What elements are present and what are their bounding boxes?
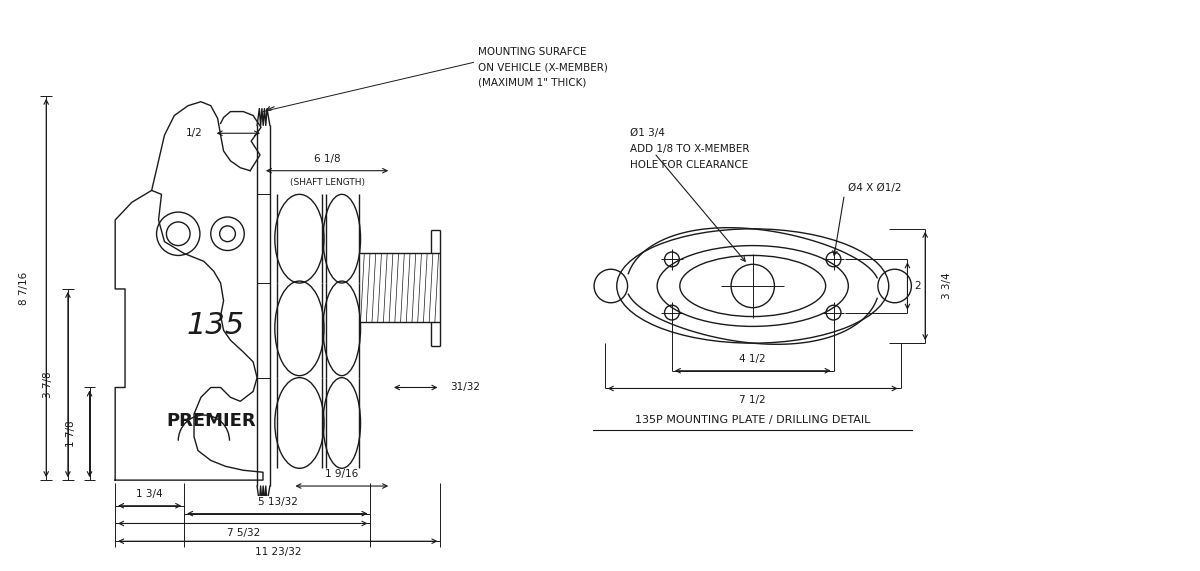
- Text: Ø1 3/4: Ø1 3/4: [630, 128, 665, 138]
- Text: (MAXIMUM 1" THICK): (MAXIMUM 1" THICK): [478, 77, 586, 87]
- Text: 5 13/32: 5 13/32: [258, 497, 298, 507]
- Text: 7 1/2: 7 1/2: [739, 395, 766, 405]
- Text: PREMIER: PREMIER: [166, 412, 256, 430]
- Text: 8 7/16: 8 7/16: [18, 271, 29, 304]
- Text: MOUNTING SURAFCE: MOUNTING SURAFCE: [478, 47, 587, 58]
- Text: 135P MOUNTING PLATE / DRILLING DETAIL: 135P MOUNTING PLATE / DRILLING DETAIL: [635, 415, 870, 425]
- Text: Ø4 X Ø1/2: Ø4 X Ø1/2: [848, 183, 902, 194]
- Text: 31/32: 31/32: [450, 383, 480, 392]
- Text: 11 23/32: 11 23/32: [254, 547, 301, 557]
- Text: 7 5/32: 7 5/32: [227, 528, 260, 538]
- Text: 3 3/4: 3 3/4: [942, 273, 952, 299]
- Text: 1 3/4: 1 3/4: [137, 489, 163, 499]
- Text: 6 1/8: 6 1/8: [313, 154, 341, 164]
- Text: 135: 135: [187, 311, 245, 340]
- Text: 1 7/8: 1 7/8: [66, 420, 76, 447]
- Text: 4 1/2: 4 1/2: [739, 354, 766, 364]
- Text: ON VEHICLE (X-MEMBER): ON VEHICLE (X-MEMBER): [478, 62, 607, 73]
- Text: ADD 1/8 TO X-MEMBER: ADD 1/8 TO X-MEMBER: [630, 144, 749, 154]
- Text: 1 9/16: 1 9/16: [325, 469, 359, 479]
- Text: 3 7/8: 3 7/8: [43, 371, 53, 398]
- Text: 2: 2: [914, 281, 920, 291]
- Text: 1/2: 1/2: [186, 128, 203, 138]
- Text: HOLE FOR CLEARANCE: HOLE FOR CLEARANCE: [630, 160, 748, 170]
- Text: (SHAFT LENGTH): (SHAFT LENGTH): [289, 178, 365, 187]
